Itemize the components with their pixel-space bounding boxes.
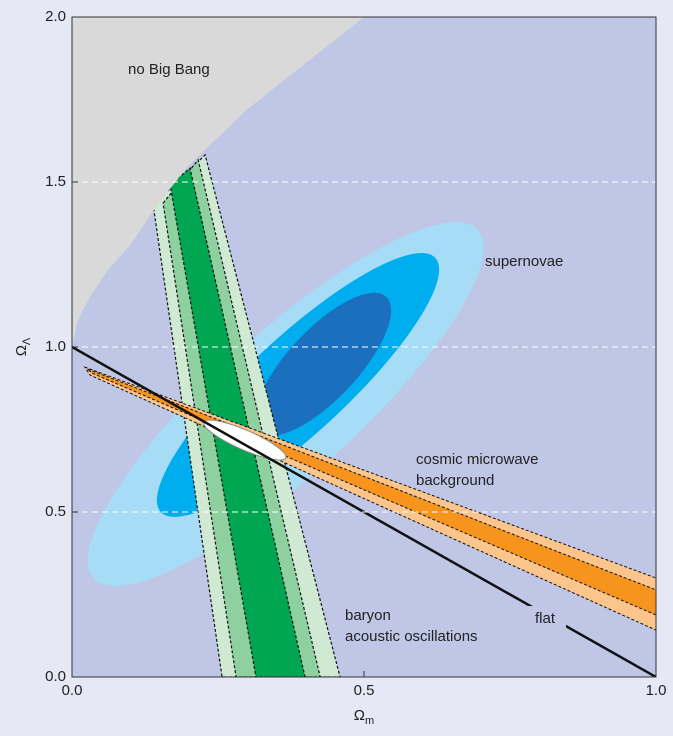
- y-axis-label: ΩΛ: [13, 337, 33, 356]
- y-tick-label: 0.5: [45, 503, 66, 520]
- region-label: baryon: [345, 607, 391, 624]
- x-tick-label: 1.0: [646, 682, 667, 699]
- y-axis-subscript: Λ: [21, 337, 33, 345]
- y-tick-label: 2.0: [45, 8, 66, 25]
- region-label: cosmic microwave: [416, 451, 539, 468]
- label-gap: [528, 606, 566, 632]
- plot-area: [72, 17, 656, 677]
- bao-band: [169, 167, 306, 677]
- y-tick-label: 0.0: [45, 668, 66, 685]
- x-tick-label: 0.0: [62, 682, 83, 699]
- y-axis-symbol: Ω: [13, 345, 30, 356]
- supernova-contour: [255, 292, 392, 436]
- region-label: no Big Bang: [128, 61, 210, 78]
- region-label: flat: [535, 610, 556, 627]
- x-axis-symbol: Ω: [354, 707, 365, 724]
- y-tick-label: 1.5: [45, 173, 66, 190]
- y-tick-label: 1.0: [45, 338, 66, 355]
- region-label: supernovae: [485, 253, 563, 270]
- x-tick-label: 0.5: [354, 682, 375, 699]
- region-label: acoustic oscillations: [345, 628, 478, 645]
- x-axis-subscript: m: [365, 715, 374, 727]
- x-axis-label: Ωm: [354, 707, 374, 727]
- region-label: background: [416, 472, 494, 489]
- no-big-bang-region: [72, 17, 364, 347]
